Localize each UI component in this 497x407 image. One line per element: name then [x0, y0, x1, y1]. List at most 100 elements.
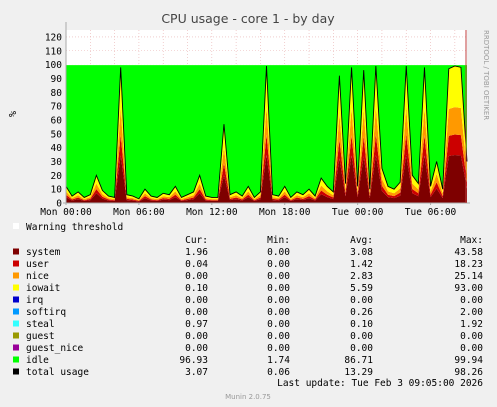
- x-tick-label: Mon 00:00: [40, 207, 92, 218]
- legend-value: 3.08: [350, 247, 373, 258]
- legend-value: 0.00: [185, 295, 208, 306]
- legend-value: 25.14: [454, 271, 483, 282]
- legend-value: 43.58: [454, 247, 483, 258]
- y-tick-label: 100: [45, 60, 62, 71]
- legend-name: total usage: [26, 367, 89, 378]
- warning-threshold-label: Warning threshold: [26, 222, 123, 233]
- legend-value: 0.00: [267, 259, 290, 270]
- legend-name: user: [26, 259, 49, 270]
- y-tick-label: 90: [51, 74, 63, 85]
- legend-value: 0.00: [267, 247, 290, 258]
- legend-name: steal: [26, 319, 55, 330]
- legend-value: 0.97: [185, 319, 208, 330]
- legend-header: Cur:: [185, 235, 208, 246]
- legend-swatch: [13, 368, 19, 375]
- y-tick-label: 120: [45, 32, 62, 43]
- y-tick-label: 50: [51, 129, 63, 140]
- legend-header: Avg:: [350, 235, 373, 246]
- legend-name: idle: [26, 355, 49, 366]
- legend-value: 0.00: [185, 271, 208, 282]
- legend-value: 1.92: [460, 319, 483, 330]
- axes: 0 10 20 30 40 50 60 70 80 90 100 110 120 Mon 00:00 Mon…: [40, 22, 470, 218]
- legend-swatch: [13, 320, 19, 327]
- legend-name: nice: [26, 271, 49, 282]
- legend-swatch: [13, 284, 19, 291]
- legend-value: 13.29: [344, 367, 373, 378]
- legend-value: 5.59: [350, 283, 373, 294]
- legend-value: 0.10: [350, 319, 373, 330]
- legend-swatch: [13, 260, 19, 267]
- x-tick-label: Mon 18:00: [259, 207, 311, 218]
- x-tick-label: Tue 06:00: [405, 207, 457, 218]
- legend-name: system: [26, 247, 61, 258]
- legend-value: 0.00: [185, 307, 208, 318]
- legend-swatch: [13, 296, 19, 303]
- line-total-usage: [65, 65, 468, 200]
- legend-value: 0.26: [350, 307, 373, 318]
- legend-value: 2.00: [460, 307, 483, 318]
- legend: Warning threshold Cur: Min: Avg: Max: system 1…: [13, 222, 483, 378]
- legend-swatch: [13, 332, 19, 339]
- legend-name: softirq: [26, 307, 66, 318]
- area-system: [66, 155, 467, 203]
- y-tick-label: 60: [51, 115, 63, 126]
- y-tick-label: 20: [51, 171, 63, 182]
- legend-value: 18.23: [454, 259, 483, 270]
- y-tick-label: 30: [51, 157, 63, 168]
- last-update: Last update: Tue Feb 3 09:05:00 2026: [277, 378, 483, 389]
- legend-value: 0.00: [185, 343, 208, 354]
- area-user: [66, 134, 467, 202]
- legend-value: 1.96: [185, 247, 208, 258]
- legend-value: 0.04: [185, 259, 208, 270]
- legend-value: 0.10: [185, 283, 208, 294]
- side-label: RRDTOOL / TOBI OETIKER: [482, 30, 490, 120]
- y-tick-label: 0: [56, 199, 62, 210]
- legend-value: 0.00: [460, 343, 483, 354]
- legend-value: 99.94: [454, 355, 483, 366]
- legend-name: iowait: [26, 283, 60, 294]
- legend-swatch: [13, 356, 19, 363]
- legend-value: 0.00: [267, 307, 290, 318]
- x-tick-label: Mon 06:00: [113, 207, 165, 218]
- legend-value: 0.00: [185, 331, 208, 342]
- legend-value: 0.06: [267, 367, 290, 378]
- legend-value: 96.93: [179, 355, 208, 366]
- warning-threshold-swatch: [13, 223, 19, 229]
- stacked-areas: [65, 64, 468, 203]
- legend-swatch: [13, 248, 19, 255]
- y-tick-label: 80: [51, 88, 63, 99]
- area-iowait: [66, 65, 467, 201]
- legend-swatch: [13, 272, 19, 279]
- legend-swatch: [13, 344, 19, 351]
- legend-name: irq: [26, 295, 43, 306]
- legend-value: 0.00: [350, 343, 373, 354]
- legend-value: 1.74: [267, 355, 290, 366]
- x-tick-label: Mon 12:00: [186, 207, 238, 218]
- legend-swatch: [13, 308, 19, 315]
- y-axis-label: %: [8, 111, 19, 117]
- legend-header: Max:: [460, 235, 483, 246]
- legend-value: 0.00: [267, 319, 290, 330]
- legend-value: 1.42: [350, 259, 373, 270]
- legend-value: 0.00: [267, 271, 290, 282]
- legend-value: 0.00: [460, 295, 483, 306]
- legend-value: 0.00: [460, 331, 483, 342]
- legend-value: 2.83: [350, 271, 373, 282]
- legend-value: 0.00: [267, 295, 290, 306]
- y-tick-label: 110: [45, 46, 62, 57]
- legend-value: 0.00: [267, 331, 290, 342]
- munin-version: Munin 2.0.75: [225, 393, 271, 401]
- legend-value: 98.26: [454, 367, 483, 378]
- y-tick-label: 70: [51, 102, 63, 113]
- area-nice: [66, 107, 467, 201]
- legend-value: 0.00: [350, 331, 373, 342]
- legend-value: 0.00: [267, 283, 290, 294]
- area-idle: [66, 64, 467, 199]
- legend-name: guest_nice: [26, 343, 83, 354]
- x-tick-label: Tue 00:00: [332, 207, 384, 218]
- legend-value: 0.00: [350, 295, 373, 306]
- y-tick-label: 10: [51, 185, 63, 196]
- legend-value: 86.71: [344, 355, 373, 366]
- legend-value: 0.00: [267, 343, 290, 354]
